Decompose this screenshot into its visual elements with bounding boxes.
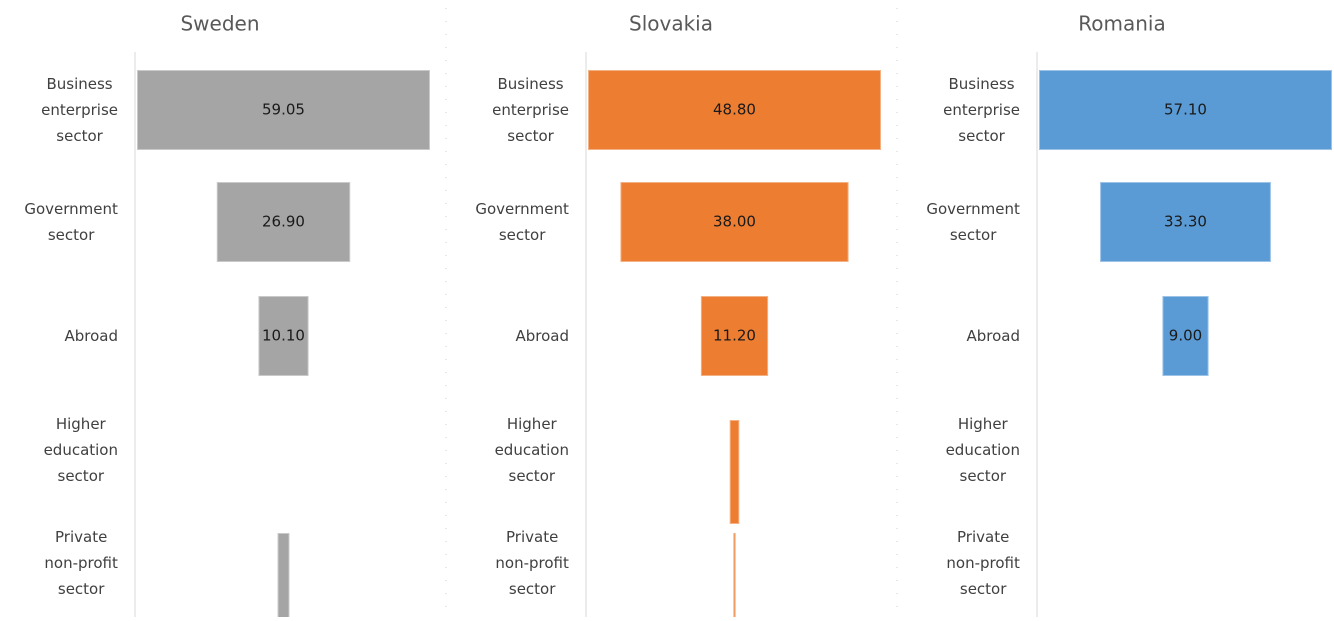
category-label: Private non-profit sector	[44, 528, 118, 598]
bar	[699, 295, 770, 377]
category-label: Abroad	[966, 327, 1020, 345]
data-label: 11.20	[713, 327, 756, 345]
category-label: Abroad	[64, 327, 118, 345]
bar	[1099, 181, 1272, 263]
bar	[1038, 69, 1333, 151]
chart-title: Sweden	[180, 12, 259, 36]
chart-title: Romania	[1078, 12, 1165, 36]
chart-title: Slovakia	[629, 12, 713, 36]
data-label: 26.90	[262, 213, 305, 231]
data-label: 38.00	[713, 213, 756, 231]
data-label: 59.05	[262, 101, 305, 119]
bar	[1161, 295, 1210, 377]
category-label: Higher education sector	[495, 415, 569, 485]
category-label: Business enterprise sector	[943, 75, 1020, 145]
category-label: Government sector	[926, 200, 1020, 244]
category-label: Government sector	[24, 200, 118, 244]
bar	[257, 295, 310, 377]
category-label: Higher education sector	[44, 415, 118, 485]
category-label: Higher education sector	[946, 415, 1020, 485]
data-label: 48.80	[713, 101, 756, 119]
data-label: 57.10	[1164, 101, 1207, 119]
category-label: Private non-profit sector	[946, 528, 1020, 598]
category-label: Abroad	[515, 327, 569, 345]
category-label: Business enterprise sector	[492, 75, 569, 145]
bar	[215, 181, 352, 263]
bar	[587, 69, 882, 151]
bar	[728, 419, 741, 525]
category-label: Business enterprise sector	[41, 75, 118, 145]
data-label: 33.30	[1164, 213, 1207, 231]
data-label: 10.10	[262, 327, 305, 345]
bar	[619, 181, 850, 263]
bar	[136, 69, 431, 151]
bar	[276, 532, 291, 621]
bar	[732, 532, 737, 621]
data-label: 9.00	[1169, 327, 1202, 345]
category-label: Government sector	[475, 200, 569, 244]
category-label: Private non-profit sector	[495, 528, 569, 598]
